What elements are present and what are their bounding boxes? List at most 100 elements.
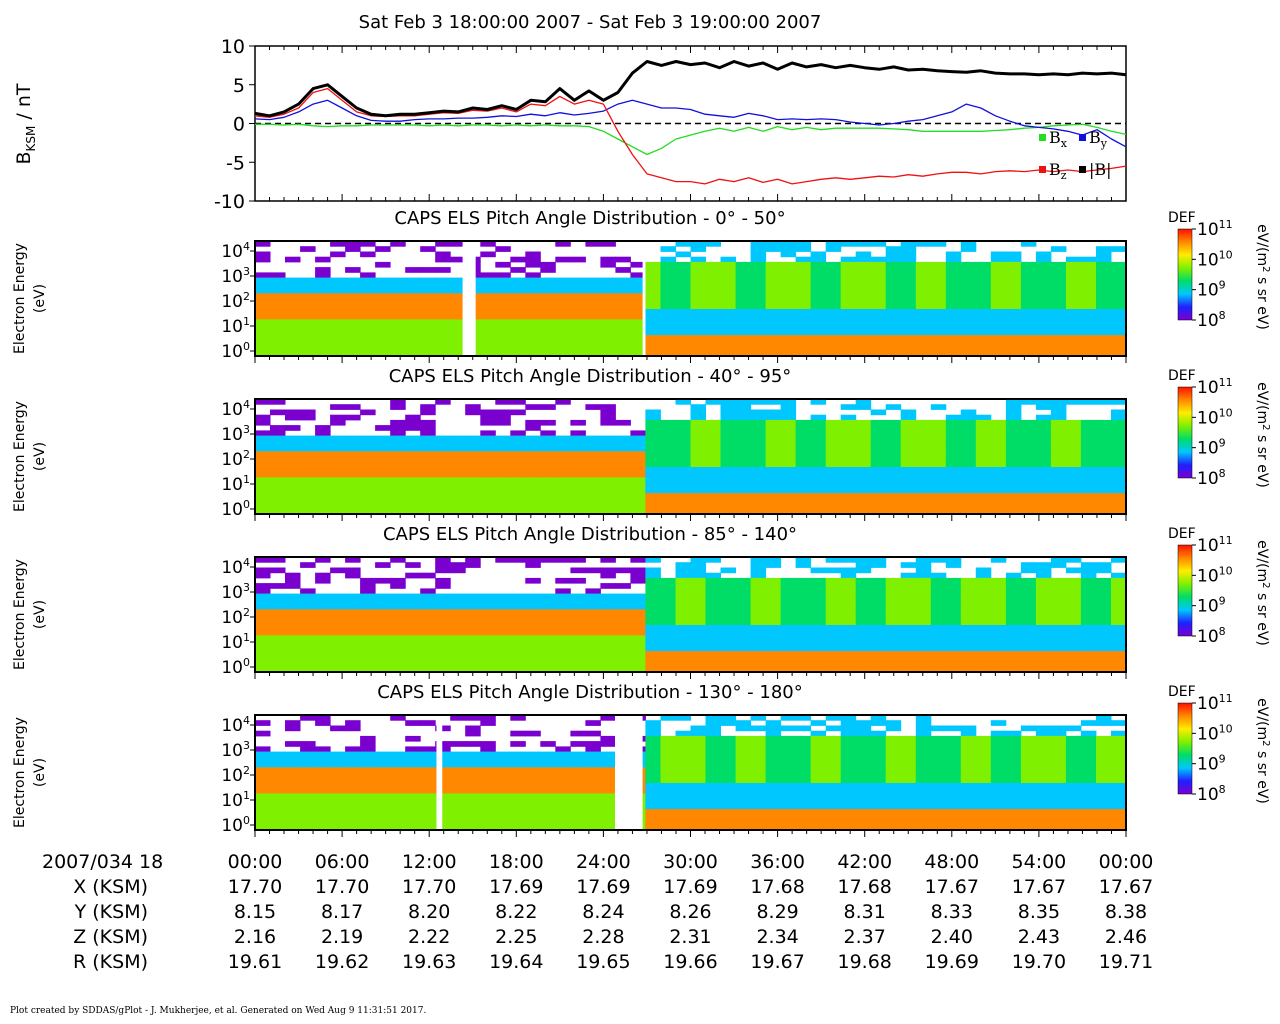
time-label: 36:00 [750,851,805,873]
ephemeris-value: 17.67 [1012,876,1066,898]
energy-axis-unit: (eV) [32,600,48,629]
colorbar-tick-label: 1011 [1197,218,1233,240]
colorbar-label: DEF [1168,684,1196,700]
energy-tick-label: 101 [221,315,250,337]
ephemeris-row-label: Z (KSM) [73,926,148,948]
colorbar [1177,228,1193,321]
time-label: 18:00 [489,851,544,873]
legend-label: Bx [1049,128,1068,150]
mag-ytick-label: -5 [226,152,245,174]
energy-tick-label: 102 [221,448,250,470]
ephemeris-row-label: R (KSM) [73,951,148,973]
data-gap [462,241,476,356]
ephemeris-value: 2.37 [844,926,886,948]
ephemeris-value: 19.70 [1012,951,1066,973]
spectrogram-pa-85-140: CAPS ELS Pitch Angle Distribution - 85° … [12,524,1271,679]
energy-tick-label: 101 [221,631,250,653]
ephemeris-value: 8.31 [844,901,886,923]
energy-tick-label: 101 [221,473,250,495]
data-gap [642,241,646,356]
spectrogram-image [255,557,1127,673]
mag-ytick-label: 10 [221,36,245,58]
time-label: 00:00 [1099,851,1154,873]
colorbar-tick-label: 1011 [1197,376,1233,398]
ephemeris-row-label: Y (KSM) [74,901,148,923]
time-label: 30:00 [663,851,718,873]
time-label: 12:00 [402,851,457,873]
mag-ytick-label: -10 [214,191,245,213]
colorbar-tick-label: 1010 [1197,248,1233,270]
page-title: Sat Feb 3 18:00:00 2007 - Sat Feb 3 19:0… [359,12,822,33]
colorbar-tick-label: 108 [1197,309,1226,331]
legend-swatch [1079,166,1086,173]
energy-tick-label: 103 [221,739,250,761]
ephemeris-value: 19.65 [576,951,630,973]
ephemeris-value: 8.20 [408,901,450,923]
energy-tick-label: 101 [221,789,250,811]
ephemeris-value: 2.34 [756,926,798,948]
energy-axis-unit: (eV) [32,284,48,313]
ephemeris-table: 2007/034 18 00:00 06:00 12:00 18:00 24:00 30:0… [42,851,1153,973]
colorbar [1177,386,1193,479]
ephemeris-value: 2.19 [321,926,363,948]
spectrogram-image [255,399,1127,515]
energy-tick-label: 102 [221,764,250,786]
colorbar [1177,702,1193,795]
energy-tick-label: 103 [221,265,250,287]
colorbar-units: eV/(m2 s sr eV) [1254,382,1271,488]
spectrogram-title: CAPS ELS Pitch Angle Distribution - 40° … [389,366,792,387]
energy-axis-unit: (eV) [32,442,48,471]
legend-label: Bz [1049,160,1067,182]
magnetic-field-panel: 10 5 0 -5 -10 BKSM / nT Bx By Bz |B| [13,36,1127,213]
colorbar-tick-label: 1010 [1197,722,1233,744]
colorbar-label: DEF [1168,526,1196,542]
spectrogram-pa-40-95: CAPS ELS Pitch Angle Distribution - 40° … [12,366,1271,521]
ephemeris-value: 8.35 [1018,901,1060,923]
spectrogram-image [255,241,1127,357]
time-label: 06:00 [315,851,370,873]
legend-label: |B| [1089,160,1112,179]
time-label: 54:00 [1012,851,1067,873]
series-line-bmag [254,60,1127,118]
ephemeris-value: 2.22 [408,926,450,948]
series-line-bz [254,87,1127,185]
colorbar-units: eV/(m2 s sr eV) [1254,224,1271,330]
ephemeris-value: 8.24 [582,901,624,923]
spectrogram-pa-130-180: CAPS ELS Pitch Angle Distribution - 130°… [12,682,1271,837]
ephemeris-value: 8.26 [669,901,711,923]
legend-label: By [1089,128,1108,150]
energy-tick-label: 104 [221,556,250,578]
time-label: 24:00 [576,851,631,873]
ephemeris-value: 19.71 [1099,951,1153,973]
colorbar-tick-label: 1010 [1197,406,1233,428]
energy-axis-unit: (eV) [32,758,48,787]
time-label: 42:00 [837,851,892,873]
ephemeris-value: 8.15 [234,901,276,923]
ephemeris-value: 2.46 [1105,926,1147,948]
energy-tick-label: 103 [221,581,250,603]
ephemeris-row-label: X (KSM) [73,876,148,898]
data-gap [436,715,443,830]
ephemeris-value: 2.40 [931,926,973,948]
spectrogram-title: CAPS ELS Pitch Angle Distribution - 85° … [383,524,797,545]
ephemeris-value: 2.16 [234,926,276,948]
spectrogram-title: CAPS ELS Pitch Angle Distribution - 0° -… [394,208,785,229]
spectrogram-panels: CAPS ELS Pitch Angle Distribution - 0° -… [12,208,1271,837]
data-gap [615,715,643,830]
colorbar-tick-label: 109 [1197,279,1226,301]
ephemeris-value: 19.64 [489,951,543,973]
energy-tick-label: 104 [221,714,250,736]
ephemeris-value: 17.67 [1099,876,1153,898]
colorbar-tick-label: 109 [1197,753,1226,775]
colorbar-tick-label: 1011 [1197,692,1233,714]
ephemeris-header: 2007/034 18 [42,851,163,873]
ephemeris-value: 8.22 [495,901,537,923]
ephemeris-value: 19.69 [925,951,979,973]
time-label: 48:00 [924,851,979,873]
ephemeris-value: 17.70 [315,876,369,898]
ephemeris-value: 17.67 [925,876,979,898]
legend-swatch [1039,134,1046,141]
ephemeris-value: 19.63 [402,951,456,973]
ephemeris-value: 8.29 [756,901,798,923]
